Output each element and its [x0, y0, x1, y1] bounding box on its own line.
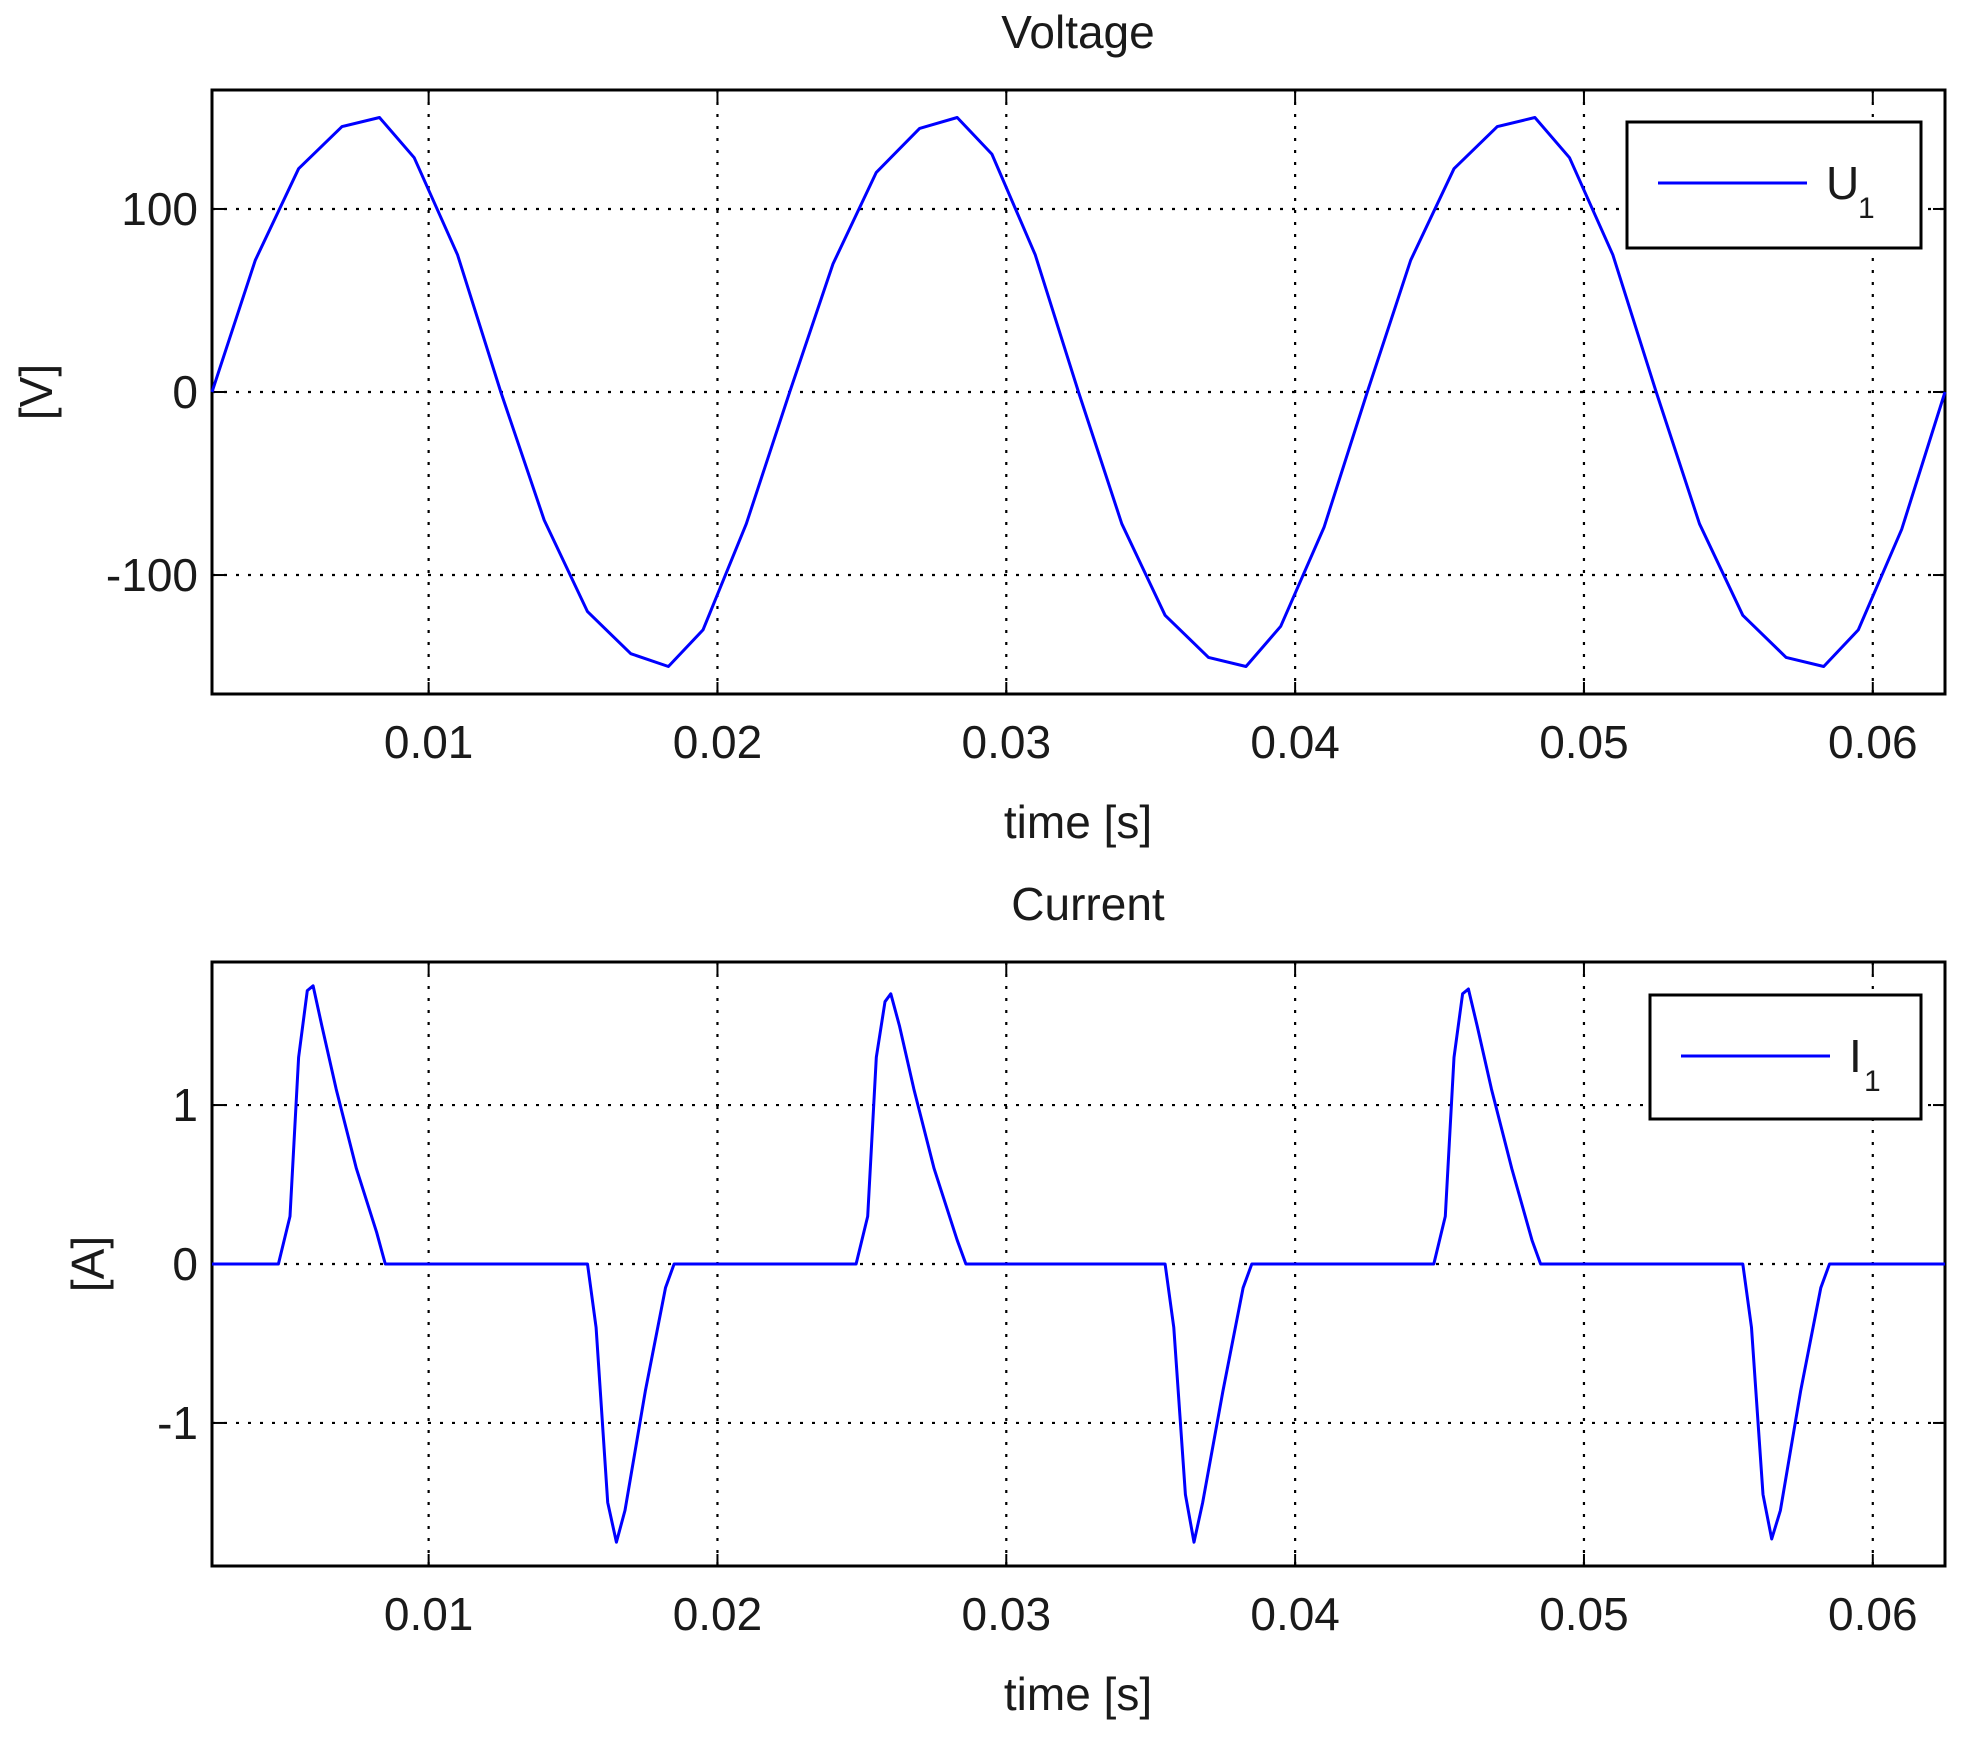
voltage-xtick-label: 0.02: [673, 716, 763, 768]
current-xtick-label: 0.04: [1250, 1588, 1340, 1640]
current-ticks: 0.01 0.02 0.03 0.04 0.05 0.06 1 0 -1: [157, 962, 1945, 1640]
voltage-title: Voltage: [1001, 6, 1154, 58]
voltage-ytick-label: -100: [106, 549, 198, 601]
voltage-ytick-label: 0: [172, 366, 198, 418]
current-xtick-label: 0.01: [384, 1588, 474, 1640]
voltage-ylabel: [V]: [10, 364, 62, 420]
current-xtick-label: 0.03: [962, 1588, 1052, 1640]
current-plot: Current time [s] [A] 0.01 0.02 0.03 0.04 0.0…: [62, 878, 1947, 1720]
current-series: [212, 984, 1945, 1544]
voltage-legend-label: U: [1826, 157, 1859, 209]
current-xtick-label: 0.06: [1828, 1588, 1918, 1640]
voltage-legend: U 1: [1625, 120, 1923, 250]
voltage-xtick-label: 0.03: [962, 716, 1052, 768]
voltage-xtick-label: 0.06: [1828, 716, 1918, 768]
voltage-grid: [212, 90, 1945, 694]
voltage-plot: Voltage time [s] [V] 0.01 0.02 0.03 0.04 0.0…: [10, 6, 1947, 848]
voltage-legend-box: [1625, 120, 1923, 250]
voltage-xlabel: time [s]: [1004, 796, 1152, 848]
current-legend: I 1: [1648, 993, 1923, 1121]
current-xtick-label: 0.02: [673, 1588, 763, 1640]
current-ytick-label: -1: [157, 1397, 198, 1449]
current-ylabel: [A]: [62, 1236, 114, 1292]
current-ytick-label: 0: [172, 1238, 198, 1290]
current-ytick-label: 1: [172, 1079, 198, 1131]
voltage-series: [210, 116, 1947, 668]
voltage-ytick-label: 100: [121, 183, 198, 235]
current-xlabel: time [s]: [1004, 1668, 1152, 1720]
current-xtick-label: 0.05: [1539, 1588, 1629, 1640]
current-legend-label: I: [1849, 1030, 1862, 1082]
current-title: Current: [1011, 878, 1165, 930]
voltage-xtick-label: 0.01: [384, 716, 474, 768]
current-legend-subscript: 1: [1864, 1065, 1881, 1098]
current-series-line: [212, 984, 1945, 1544]
voltage-ticks: 0.01 0.02 0.03 0.04 0.05 0.06 100 0 -100: [106, 90, 1945, 768]
voltage-xtick-label: 0.04: [1250, 716, 1340, 768]
voltage-xtick-label: 0.05: [1539, 716, 1629, 768]
voltage-series-line: [210, 116, 1947, 668]
voltage-legend-subscript: 1: [1858, 192, 1875, 225]
